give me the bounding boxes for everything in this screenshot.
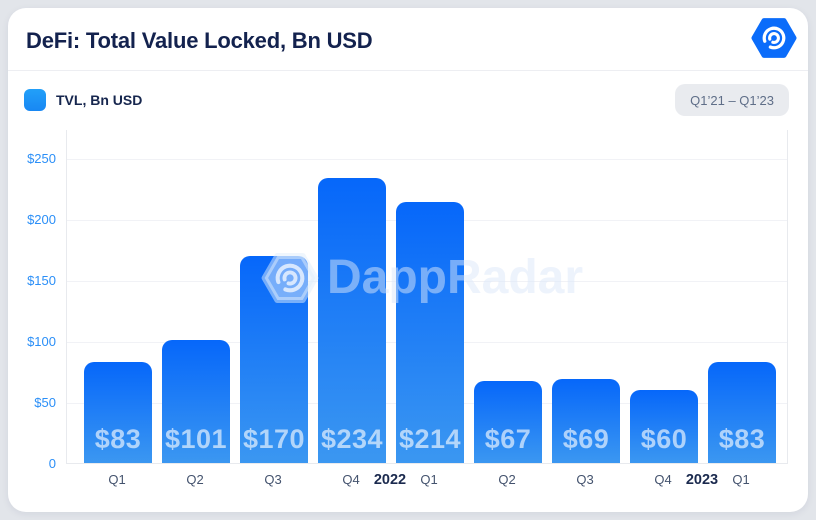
bar[interactable]: $83 [84, 362, 152, 463]
bar[interactable]: $234 [318, 178, 386, 463]
y-tick-label: 0 [48, 456, 56, 471]
bar-value-label: $170 [242, 424, 306, 454]
y-tick-label: $100 [27, 334, 56, 349]
x-tick-label: Q2 [498, 472, 516, 487]
bar-value-label: $69 [562, 424, 610, 454]
page-title: DeFi: Total Value Locked, Bn USD [26, 28, 373, 53]
date-range-badge: Q1’21 – Q1’23 [675, 84, 789, 116]
y-tick-label: $200 [27, 212, 56, 227]
y-tick-label: $150 [27, 273, 56, 288]
x-tick-label: Q1 [420, 472, 438, 487]
legend-label: TVL, Bn USD [56, 92, 143, 108]
bar-value-label: $60 [640, 424, 688, 454]
legend-swatch [24, 89, 46, 111]
plot-area: DappRadar $83 $101 $170 $234 $214 $67 $69 $60 $8… [66, 130, 788, 464]
x-tick-label: Q1 [108, 472, 126, 487]
bar[interactable]: $69 [552, 379, 620, 463]
y-tick-label: $250 [27, 151, 56, 166]
y-tick-label: $50 [34, 395, 56, 410]
year-label: 2023 [685, 472, 719, 488]
x-tick-label: Q3 [264, 472, 282, 487]
bar-value-label: $83 [718, 424, 766, 454]
bar[interactable]: $214 [396, 202, 464, 463]
x-tick-label: Q3 [576, 472, 594, 487]
bar[interactable]: $67 [474, 381, 542, 463]
x-tick-label: Q4 [654, 472, 672, 487]
x-tick-label: Q4 [342, 472, 360, 487]
bar[interactable]: $170 [240, 256, 308, 463]
bar-value-label: $101 [164, 424, 228, 454]
bar[interactable]: $83 [708, 362, 776, 463]
bar-value-label: $234 [320, 424, 384, 454]
chart-card: DeFi: Total Value Locked, Bn USD TVL, Bn… [8, 8, 808, 512]
bar-value-label: $67 [484, 424, 532, 454]
y-axis: $250 $200 $150 $100 $50 0 [8, 130, 56, 471]
bar-value-label: $214 [398, 424, 462, 454]
x-axis: Q1 Q2 Q3 Q4 Q1 Q2 Q3 Q4 Q1 2022 2023 [66, 470, 788, 490]
bar[interactable]: $60 [630, 390, 698, 463]
year-label: 2022 [373, 472, 407, 488]
dappradar-logo-icon [751, 18, 797, 58]
bar-value-label: $83 [94, 424, 142, 454]
header-divider [8, 70, 808, 71]
bar[interactable]: $101 [162, 340, 230, 463]
legend-item-tvl: TVL, Bn USD [24, 89, 142, 111]
x-tick-label: Q2 [186, 472, 204, 487]
gridline [67, 159, 787, 160]
x-tick-label: Q1 [732, 472, 750, 487]
